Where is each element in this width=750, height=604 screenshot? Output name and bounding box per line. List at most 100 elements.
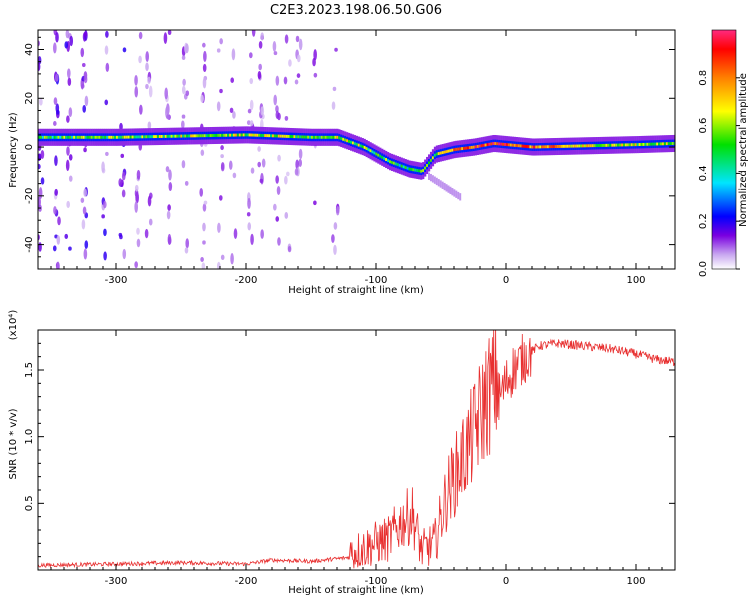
spectrogram-ridge-core <box>644 142 647 146</box>
spectrogram-ridge-core <box>365 147 368 150</box>
spectrogram-ridge-core <box>519 144 522 148</box>
spectrogram-ridge-core <box>264 134 267 138</box>
spectrogram-ridge-core <box>457 147 460 151</box>
spectrogram-ridge-core <box>531 145 534 149</box>
spectrogram-noise-cell <box>38 196 41 208</box>
spectrogram-noise-cell <box>52 245 57 252</box>
chart-title: C2E3.2023.198.06.50.G06 <box>270 3 442 18</box>
spectrogram-ridge-core <box>470 145 474 149</box>
spectrogram-ridge-core <box>535 145 538 149</box>
spectrogram-ridge-core <box>194 134 197 138</box>
spectrogram-ridge-core <box>114 135 117 139</box>
spectrogram-y-tick-label: 0 <box>24 144 35 150</box>
spectrogram-ridge-core <box>174 134 177 138</box>
spectrogram-noise-cell <box>166 210 171 220</box>
spectrogram-noise-cell <box>275 105 279 113</box>
colorbar-tick-label: 0.6 <box>698 118 709 134</box>
spectrogram-ridge-core <box>492 142 495 145</box>
spectrogram-ridge-core <box>406 166 409 170</box>
spectrogram-ridge-core <box>609 143 612 147</box>
spectrogram-noise-cell <box>82 206 87 215</box>
spectrogram-ridge-core <box>117 135 121 139</box>
spectrogram-noise-cell <box>144 228 149 239</box>
spectrogram-tail <box>433 176 436 184</box>
spectrogram-ridge-core <box>104 135 107 139</box>
spectrogram-noise-cell <box>56 261 60 269</box>
spectrogram-ridge-core <box>605 143 608 147</box>
spectrogram-ridge-core <box>307 135 310 139</box>
spectrogram-ridge-core <box>619 143 622 147</box>
spectrogram-noise-cell <box>283 76 288 85</box>
spectrogram-ridge-core <box>389 160 392 164</box>
spectrogram-ridge-core <box>537 145 540 149</box>
spectrogram-ridge-core <box>49 135 52 139</box>
spectrogram-noise-cell <box>181 120 185 129</box>
spectrogram-noise-cell <box>201 262 206 269</box>
spectrogram-noise-cell <box>251 30 256 37</box>
spectrogram-ridge-core <box>420 169 423 173</box>
spectrogram-ridge-core <box>371 150 374 154</box>
spectrogram-ridge-core <box>369 149 372 153</box>
spectrogram-ridge-core <box>231 133 234 137</box>
spectrogram-ridge-core <box>197 134 201 138</box>
spectrogram-noise-cell <box>232 172 237 179</box>
spectrogram-ridge-core <box>221 133 224 137</box>
spectrogram-noise-cell <box>331 234 335 243</box>
spectrogram-noise-cell <box>333 222 338 230</box>
spectrogram-noise-cell <box>145 62 149 72</box>
spectrogram-noise-cell <box>199 188 204 197</box>
spectrogram-ridge-core <box>100 135 103 139</box>
spectrogram-noise-cell <box>168 182 173 192</box>
spectrogram-noise-cell <box>134 261 138 269</box>
spectrogram-ridge-core <box>422 169 425 173</box>
spectrogram-ridge-core <box>660 142 663 146</box>
spectrogram-ridge-core <box>673 141 675 145</box>
spectrogram-ridge-core <box>47 135 50 139</box>
spectrogram-noise-cell <box>219 88 223 94</box>
spectrogram-ridge-core <box>192 134 195 138</box>
spectrogram-ridge-core <box>439 151 442 155</box>
spectrogram-noise-cell <box>66 200 70 209</box>
spectrogram-ridge-core <box>353 142 357 146</box>
spectrogram-noise-cell <box>275 216 280 222</box>
spectrogram-ridge-core <box>84 135 87 139</box>
spectrogram-ridge-core <box>348 139 351 143</box>
spectrogram-noise-cell <box>247 108 252 114</box>
spectrogram-ridge-core <box>496 142 499 146</box>
spectrogram-noise-cell <box>54 188 58 196</box>
spectrogram-ridge-core <box>650 142 653 146</box>
spectrogram-ridge-core <box>277 134 281 138</box>
spectrogram-noise-cell <box>39 98 43 106</box>
spectrogram-ridge-core <box>86 135 89 139</box>
spectrogram-ridge-core <box>238 133 242 137</box>
spectrogram-y-tick-label: 20 <box>24 92 35 105</box>
spectrogram-noise-cell <box>333 244 337 255</box>
spectrogram-noise-cell <box>38 56 42 65</box>
spectrogram-ridge-core <box>390 160 394 164</box>
spectrogram-ridge-core <box>648 142 651 146</box>
spectrogram-ridge-core <box>153 135 156 139</box>
spectrogram-ridge-core <box>311 135 314 139</box>
spectrogram-ridge-core <box>624 143 628 147</box>
spectrogram-ridge-core <box>293 135 296 139</box>
spectrogram-noise-cell <box>56 235 61 245</box>
spectrogram-noise-cell <box>121 189 126 198</box>
spectrogram-ridge-core <box>595 144 598 148</box>
spectrogram-noise-cell <box>220 154 224 159</box>
spectrogram-noise-cell <box>145 51 150 62</box>
spectrogram-ridge-core <box>494 142 497 145</box>
spectrogram-noise-cell <box>258 41 263 49</box>
spectrogram-noise-cell <box>296 54 301 63</box>
spectrogram-ridge-core <box>578 144 581 148</box>
spectrogram-ridge-core <box>178 134 181 138</box>
spectrogram-noise-cell <box>277 112 281 121</box>
spectrogram-tail <box>453 189 456 197</box>
spectrogram-noise-cell <box>334 47 338 52</box>
spectrogram-ridge-core <box>121 135 125 139</box>
spectrogram-ridge-core <box>98 135 101 139</box>
spectrogram-ridge-core <box>172 134 175 138</box>
spectrogram-noise-cell <box>105 62 110 73</box>
spectrogram-noise-cell <box>257 70 262 80</box>
spectrogram-noise-cell <box>134 184 139 192</box>
spectrogram-ridge-core <box>361 145 364 149</box>
